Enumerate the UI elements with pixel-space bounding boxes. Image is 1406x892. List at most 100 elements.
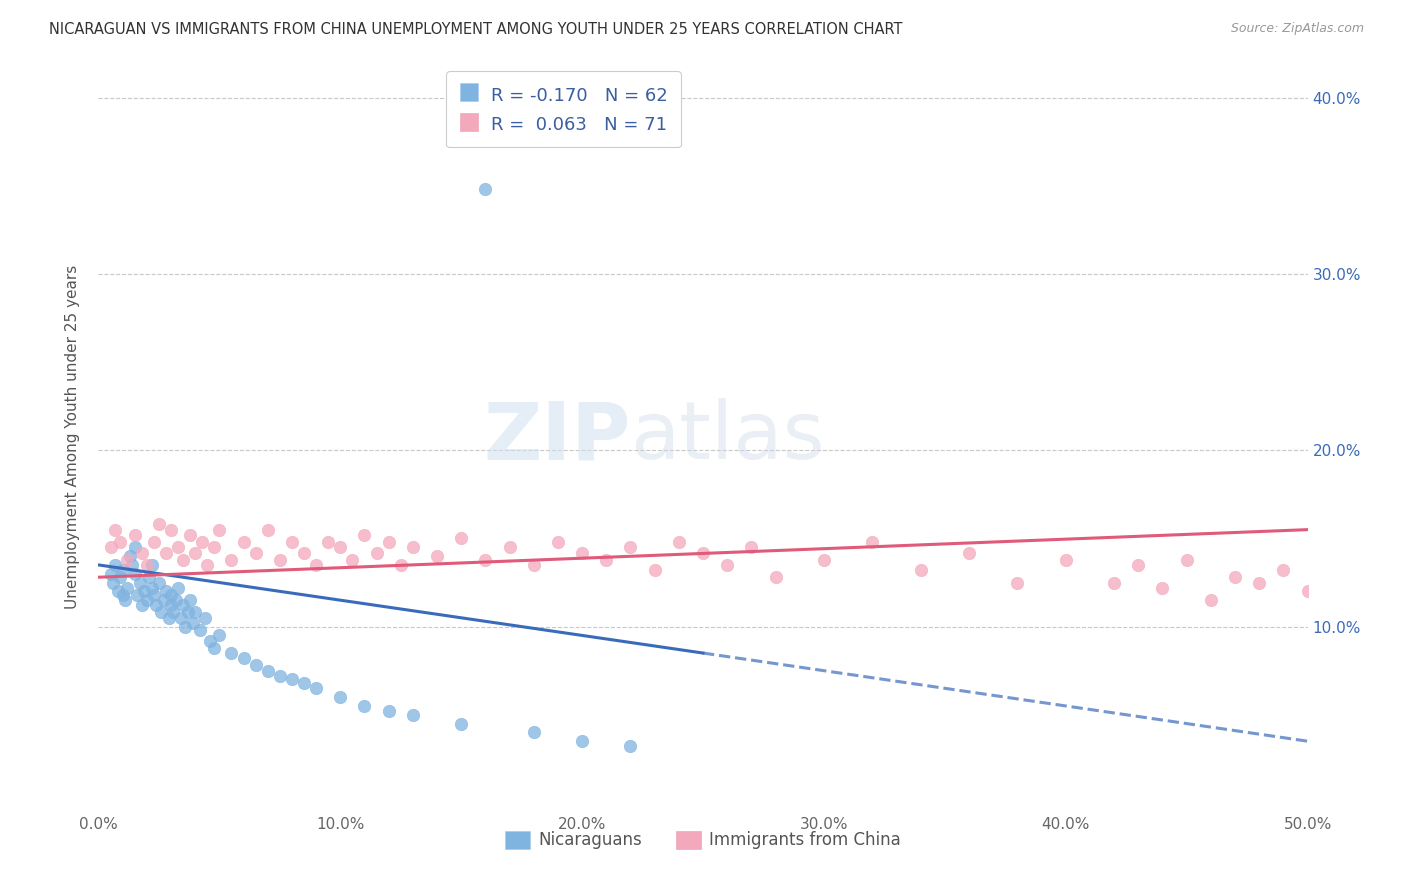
Point	[316, 535, 339, 549]
Point	[256, 664, 278, 678]
Point	[245, 658, 267, 673]
Point	[194, 611, 217, 625]
Point	[377, 535, 399, 549]
Point	[198, 633, 221, 648]
Point	[108, 570, 131, 584]
Point	[104, 558, 127, 572]
Point	[160, 588, 183, 602]
Point	[813, 552, 835, 566]
Point	[138, 570, 160, 584]
Point	[353, 528, 375, 542]
Point	[765, 570, 787, 584]
Text: Source: ZipAtlas.com: Source: ZipAtlas.com	[1230, 22, 1364, 36]
Point	[165, 593, 187, 607]
Point	[1296, 584, 1319, 599]
Point	[157, 611, 180, 625]
Point	[104, 523, 127, 537]
Point	[450, 716, 472, 731]
Point	[292, 676, 315, 690]
Point	[101, 575, 124, 590]
Point	[118, 549, 141, 563]
Point	[619, 739, 641, 754]
Point	[184, 606, 207, 620]
Point	[117, 552, 139, 566]
Point	[547, 535, 569, 549]
Point	[305, 681, 328, 696]
Point	[342, 552, 364, 566]
Point	[644, 563, 666, 577]
Point	[292, 545, 315, 559]
Point	[498, 541, 520, 555]
Point	[329, 541, 352, 555]
Point	[740, 541, 762, 555]
Point	[204, 640, 226, 655]
Point	[143, 588, 166, 602]
Point	[169, 611, 191, 625]
Point	[232, 535, 254, 549]
Point	[150, 606, 173, 620]
Point	[155, 545, 177, 559]
Point	[131, 545, 153, 559]
Legend: Nicaraguans, Immigrants from China: Nicaraguans, Immigrants from China	[499, 824, 907, 855]
Point	[957, 545, 980, 559]
Point	[145, 599, 167, 613]
Point	[1175, 552, 1198, 566]
Point	[221, 646, 243, 660]
Point	[256, 523, 278, 537]
Point	[121, 558, 143, 572]
Point	[426, 549, 449, 563]
Point	[389, 558, 412, 572]
Point	[860, 535, 883, 549]
Point	[152, 593, 174, 607]
Point	[117, 581, 139, 595]
Point	[188, 623, 211, 637]
Point	[184, 545, 207, 559]
Point	[148, 517, 170, 532]
Point	[366, 545, 388, 559]
Point	[281, 673, 304, 687]
Point	[1007, 575, 1029, 590]
Point	[1369, 593, 1392, 607]
Point	[148, 575, 170, 590]
Point	[402, 707, 425, 722]
Point	[124, 528, 146, 542]
Point	[353, 698, 375, 713]
Point	[232, 651, 254, 665]
Point	[155, 584, 177, 599]
Point	[910, 563, 932, 577]
Point	[111, 563, 134, 577]
Point	[128, 575, 150, 590]
Point	[474, 182, 496, 196]
Point	[1054, 552, 1077, 566]
Point	[131, 599, 153, 613]
Point	[108, 535, 131, 549]
Point	[1128, 558, 1150, 572]
Text: ZIP: ZIP	[484, 398, 630, 476]
Point	[208, 523, 231, 537]
Point	[1223, 570, 1246, 584]
Point	[1102, 575, 1125, 590]
Text: NICARAGUAN VS IMMIGRANTS FROM CHINA UNEMPLOYMENT AMONG YOUTH UNDER 25 YEARS CORR: NICARAGUAN VS IMMIGRANTS FROM CHINA UNEM…	[49, 22, 903, 37]
Point	[245, 545, 267, 559]
Point	[281, 535, 304, 549]
Point	[100, 541, 122, 555]
Point	[100, 566, 122, 581]
Point	[141, 558, 163, 572]
Point	[160, 523, 183, 537]
Point	[179, 528, 201, 542]
Point	[167, 581, 190, 595]
Point	[595, 552, 617, 566]
Point	[107, 584, 129, 599]
Point	[716, 558, 738, 572]
Point	[1320, 563, 1343, 577]
Point	[402, 541, 425, 555]
Point	[167, 541, 190, 555]
Point	[668, 535, 690, 549]
Point	[111, 588, 134, 602]
Point	[124, 566, 146, 581]
Point	[135, 593, 157, 607]
Point	[114, 593, 136, 607]
Point	[305, 558, 328, 572]
Point	[172, 599, 194, 613]
Point	[474, 552, 496, 566]
